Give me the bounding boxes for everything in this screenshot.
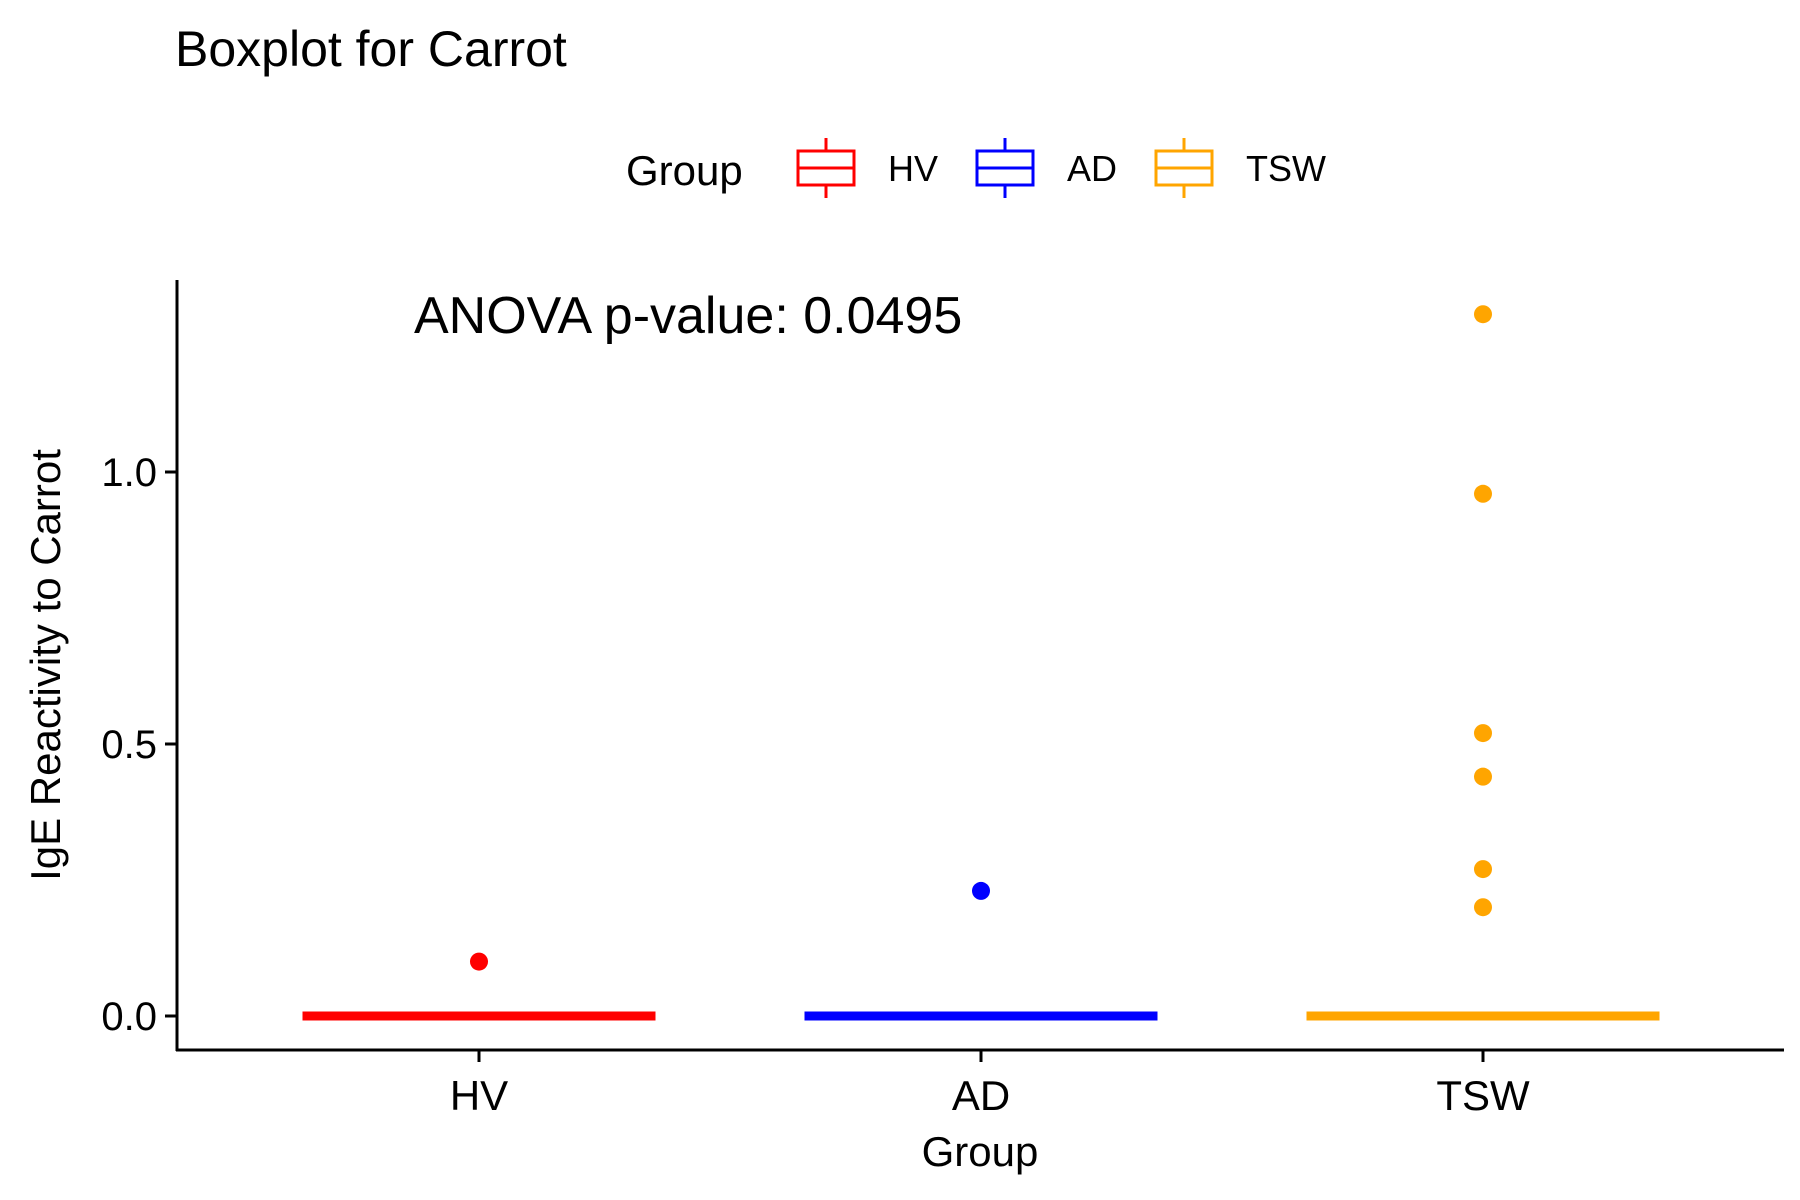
annotation: ANOVA p-value: 0.0495 bbox=[414, 287, 962, 345]
legend-entries: HV AD TSW bbox=[796, 138, 1326, 198]
plot-area: 0.0 0.5 1.0 HV AD TSW bbox=[101, 280, 1784, 1119]
legend-key-tsw bbox=[1154, 138, 1214, 198]
chart-title: Boxplot for Carrot bbox=[175, 21, 567, 77]
legend-key-hv bbox=[796, 138, 856, 198]
y-axis-label: IgE Reactivity to Carrot bbox=[22, 449, 69, 881]
x-tick-label: TSW bbox=[1436, 1072, 1530, 1119]
outlier-point-tsw bbox=[1474, 305, 1492, 324]
outlier-point-tsw bbox=[1474, 724, 1492, 743]
y-tick-label: 0.5 bbox=[101, 723, 157, 767]
outlier-point-tsw bbox=[1474, 484, 1492, 503]
y-tick-label: 0.0 bbox=[101, 995, 157, 1039]
outlier-point-hv bbox=[470, 952, 488, 971]
y-tick-label: 1.0 bbox=[101, 451, 157, 495]
boxes bbox=[302, 1011, 1660, 1021]
outliers bbox=[470, 305, 1492, 971]
outlier-point-tsw bbox=[1474, 767, 1492, 786]
outlier-point-tsw bbox=[1474, 860, 1492, 879]
legend-key-ad bbox=[975, 138, 1035, 198]
legend-label-tsw: TSW bbox=[1246, 148, 1326, 189]
legend: Group HV AD TSW bbox=[626, 138, 1326, 198]
x-tick-label: AD bbox=[952, 1072, 1010, 1119]
legend-label-hv: HV bbox=[888, 148, 938, 189]
legend-title: Group bbox=[626, 147, 743, 194]
legend-label-ad: AD bbox=[1067, 148, 1117, 189]
x-ticks: HV AD TSW bbox=[450, 1050, 1530, 1119]
outlier-point-ad bbox=[972, 881, 990, 900]
x-tick-label: HV bbox=[450, 1072, 508, 1119]
y-ticks: 0.0 0.5 1.0 bbox=[101, 451, 177, 1039]
x-axis-label: Group bbox=[922, 1128, 1039, 1175]
outlier-point-tsw bbox=[1474, 898, 1492, 917]
